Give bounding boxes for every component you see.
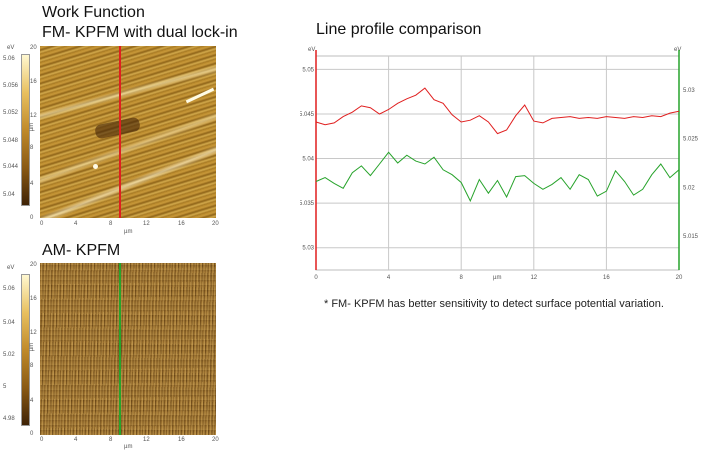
- am-colorbar-unit: eV: [7, 265, 15, 271]
- y-left-tick-label: 5.04: [302, 157, 314, 163]
- am-profile-line: [119, 263, 121, 435]
- y-left-tick-label: 5.035: [300, 201, 315, 207]
- fm-cb-tick: 5.048: [3, 138, 19, 144]
- fm-title-line2: FM- KPFM with dual lock-in: [42, 24, 238, 41]
- am-xtick: 16: [178, 437, 185, 443]
- y-left-tick-label: 5.03: [302, 246, 314, 252]
- am-y-unit: µm: [29, 342, 36, 352]
- am-xtick: 20: [212, 437, 219, 443]
- am-xtick: 8: [109, 437, 113, 443]
- x-tick-label: 4: [387, 275, 391, 281]
- fm-cb-tick: 5.052: [3, 110, 19, 116]
- am-title: AM- KPFM: [42, 242, 121, 259]
- y-right-tick-label: 5.015: [683, 234, 699, 240]
- fm-profile-series: [315, 87, 680, 135]
- am-ytick: 0: [30, 431, 34, 437]
- am-ytick: 20: [30, 262, 37, 268]
- plot-frame: [315, 55, 680, 271]
- am-ytick: 4: [30, 398, 34, 404]
- am-kpfm-image: [40, 263, 216, 435]
- fm-colorbar: [21, 54, 30, 206]
- am-cb-tick: 5: [3, 384, 7, 390]
- am-xtick: 12: [143, 437, 150, 443]
- fm-ytick: 4: [30, 181, 34, 187]
- fm-xtick: 20: [212, 221, 219, 227]
- fm-colorbar-unit: eV: [7, 45, 15, 51]
- fm-ytick: 0: [30, 215, 34, 221]
- am-cb-tick: 5.04: [3, 320, 15, 326]
- x-tick-label: 0: [314, 275, 318, 281]
- fm-x-unit: µm: [124, 229, 133, 235]
- fm-kpfm-image: [40, 46, 216, 218]
- am-cb-tick: 4.98: [3, 416, 15, 422]
- y-right-tick-label: 5.025: [683, 137, 699, 143]
- fm-dark-region: [94, 116, 141, 140]
- fm-xtick: 12: [143, 221, 150, 227]
- y-left-tick-label: 5.045: [300, 112, 315, 118]
- chart-title: Line profile comparison: [316, 21, 482, 38]
- chart-x-unit: µm: [493, 275, 501, 281]
- fm-ytick: 8: [30, 145, 34, 151]
- am-xtick: 0: [40, 437, 44, 443]
- fm-cb-tick: 5.056: [3, 83, 19, 89]
- am-profile-series: [315, 151, 680, 203]
- fm-cb-tick: 5.06: [3, 56, 15, 62]
- fm-title-line1: Work Function: [42, 4, 145, 21]
- fm-x-ticks: 0 4 8 12 16 20: [40, 221, 220, 231]
- fm-xtick: 8: [109, 221, 113, 227]
- am-x-ticks: 0 4 8 12 16 20: [40, 437, 220, 447]
- am-cb-tick: 5.02: [3, 352, 15, 358]
- fm-ytick: 12: [30, 113, 37, 119]
- am-colorbar: [21, 274, 30, 426]
- am-cb-tick: 5.06: [3, 286, 15, 292]
- fm-profile-line: [119, 46, 121, 218]
- line-profile-chart: eV eV µm 0 4 8 12 16 20 5.05 5.045 5.04 5.035 5.03…: [300, 47, 699, 281]
- x-tick-label: 16: [603, 275, 610, 281]
- x-tick-label: 12: [530, 275, 537, 281]
- am-ytick: 16: [30, 296, 37, 302]
- fm-y-unit: µm: [29, 122, 36, 132]
- y-right-tick-label: 5.02: [683, 185, 695, 191]
- fm-xtick: 4: [74, 221, 78, 227]
- am-xtick: 4: [74, 437, 78, 443]
- fm-bright-dot: [93, 164, 98, 169]
- x-tick-label: 8: [460, 275, 464, 281]
- footnote: * FM- KPFM has better sensitivity to det…: [324, 298, 664, 310]
- am-x-unit: µm: [124, 444, 133, 450]
- x-tick-label: 20: [676, 275, 683, 281]
- am-ytick: 12: [30, 330, 37, 336]
- fm-ytick: 16: [30, 79, 37, 85]
- chart-y-right-unit: eV: [674, 47, 681, 53]
- fm-xtick: 0: [40, 221, 44, 227]
- chart-y-left-unit: eV: [308, 47, 315, 53]
- fm-xtick: 16: [178, 221, 185, 227]
- fm-cb-tick: 5.04: [3, 192, 15, 198]
- y-right-tick-label: 5.03: [683, 88, 695, 94]
- y-left-tick-label: 5.05: [302, 67, 314, 73]
- am-ytick: 8: [30, 363, 34, 369]
- fm-bright-streak: [185, 87, 215, 104]
- fm-ytick: 20: [30, 45, 37, 51]
- fm-cb-tick: 5.044: [3, 164, 19, 170]
